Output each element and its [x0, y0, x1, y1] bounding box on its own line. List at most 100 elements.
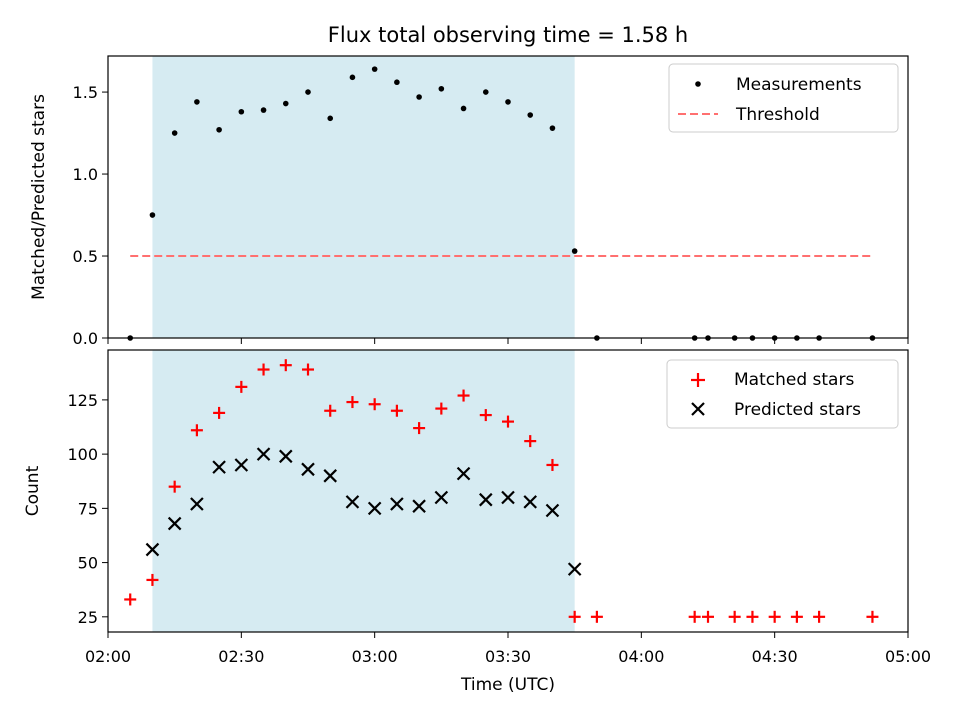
legend-label-matched-stars: Matched stars	[734, 370, 854, 390]
matched-star-point	[435, 402, 448, 415]
measurement-point	[349, 74, 356, 81]
bottom-legend: Matched stars Predicted stars	[666, 359, 899, 429]
x-tick-label: 02:30	[218, 647, 264, 666]
top-y-ticks: 0.0 0.5 1.0 1.5	[73, 83, 108, 348]
measurement-point	[149, 212, 156, 218]
matched-star-point	[768, 610, 781, 623]
predicted-star-point	[167, 516, 182, 531]
y-tick-label: 100	[67, 445, 98, 464]
predicted-star-point	[256, 447, 271, 461]
matched-star-point	[324, 404, 337, 417]
matched-star-point	[813, 610, 826, 623]
top-legend-box	[668, 63, 899, 133]
x-tick-label: 04:00	[618, 647, 664, 666]
matched-star-point	[390, 404, 403, 417]
predicted-star-point	[323, 469, 338, 483]
measurement-point	[194, 99, 200, 105]
matched-star-point	[279, 359, 292, 372]
matched-star-point	[346, 396, 359, 409]
top-y-axis-label: Matched/Predicted stars	[29, 94, 49, 300]
predicted-star-point	[523, 495, 538, 509]
matched-star-point	[190, 424, 203, 437]
matched-star-point	[479, 409, 492, 422]
matched-star-point	[235, 380, 248, 393]
measurement-point	[305, 89, 311, 95]
measurement-point	[327, 115, 334, 122]
measurement-point	[282, 100, 289, 107]
measurement-point	[216, 126, 222, 133]
legend-marker-predicted-stars	[691, 402, 705, 416]
measurement-point	[571, 248, 578, 254]
predicted-star-point	[367, 501, 382, 516]
matched-star-point	[702, 610, 714, 623]
y-tick-label: 0.0	[73, 329, 98, 348]
bottom-y-axis-label: Count	[23, 465, 43, 516]
measurement-point	[416, 94, 422, 100]
chart-title: Flux total observing time = 1.58 h	[328, 23, 688, 47]
predicted-star-point	[390, 497, 404, 511]
y-tick-label: 50	[78, 554, 98, 573]
matched-star-point	[524, 435, 537, 448]
y-tick-label: 125	[67, 391, 98, 410]
matched-star-point	[688, 610, 701, 623]
predicted-star-point	[567, 562, 582, 576]
measurement-point	[371, 66, 378, 72]
bottom-y-ticks: 25 50 75 100 125	[67, 391, 108, 627]
legend-marker-matched-stars	[691, 373, 705, 387]
matched-star-point	[790, 610, 803, 623]
matched-star-point	[866, 610, 879, 623]
top-shaded-interval	[152, 56, 575, 338]
matched-star-point	[213, 406, 226, 419]
legend-label-threshold: Threshold	[735, 105, 820, 125]
matched-star-point	[546, 458, 559, 471]
y-tick-label: 25	[78, 608, 98, 627]
bottom-panel: 25 50 75 100 125 02:00 02:30 03:00 03:30 04:00 04…	[23, 349, 931, 695]
matched-star-point	[590, 610, 603, 623]
y-tick-label: 1.5	[73, 83, 98, 102]
measurement-point	[460, 105, 467, 112]
measurement-point	[505, 99, 511, 105]
x-tick-label: 04:30	[752, 647, 798, 666]
matched-star-point	[168, 480, 181, 493]
matched-star-point	[302, 363, 314, 376]
bottom-shaded-interval	[152, 350, 575, 632]
predicted-star-point	[278, 449, 293, 464]
matched-star-point	[502, 415, 514, 428]
predicted-star-point	[345, 495, 360, 509]
bottom-series-layer	[124, 359, 879, 623]
x-tick-label: 05:00	[885, 647, 931, 666]
x-tick-label: 03:30	[485, 647, 531, 666]
x-axis-label: Time (UTC)	[460, 675, 555, 695]
matched-star-point	[124, 593, 137, 606]
x-tick-label: 02:00	[85, 647, 131, 666]
predicted-star-point	[501, 490, 515, 505]
predicted-star-point	[212, 460, 226, 474]
matched-star-point	[257, 363, 270, 376]
measurement-point	[482, 89, 489, 95]
legend-marker-measurements	[695, 81, 701, 87]
y-tick-label: 0.5	[73, 247, 98, 266]
measurement-point	[394, 79, 400, 86]
predicted-star-point	[234, 458, 249, 472]
legend-label-measurements: Measurements	[736, 75, 862, 95]
predicted-star-point	[412, 499, 426, 513]
measurement-point	[238, 108, 245, 115]
measurement-point	[171, 130, 178, 136]
matched-star-point	[746, 610, 759, 623]
predicted-star-point	[456, 466, 471, 481]
top-legend: Measurements Threshold	[668, 63, 899, 133]
measurement-point	[527, 112, 534, 118]
predicted-star-point	[301, 462, 315, 477]
predicted-star-point	[434, 490, 449, 505]
measurement-point	[260, 107, 267, 113]
bottom-plot-frame	[107, 349, 909, 633]
top-panel: 0.0 0.5 1.0 1.5 Matched/Predicted stars Mea…	[29, 55, 909, 348]
top-x-ticks	[107, 338, 909, 344]
predicted-star-point	[145, 542, 160, 557]
y-tick-label: 75	[78, 499, 98, 518]
predicted-star-point	[190, 497, 204, 511]
x-tick-label: 03:00	[352, 647, 398, 666]
matched-star-point	[368, 398, 381, 411]
matched-star-point	[728, 610, 741, 623]
